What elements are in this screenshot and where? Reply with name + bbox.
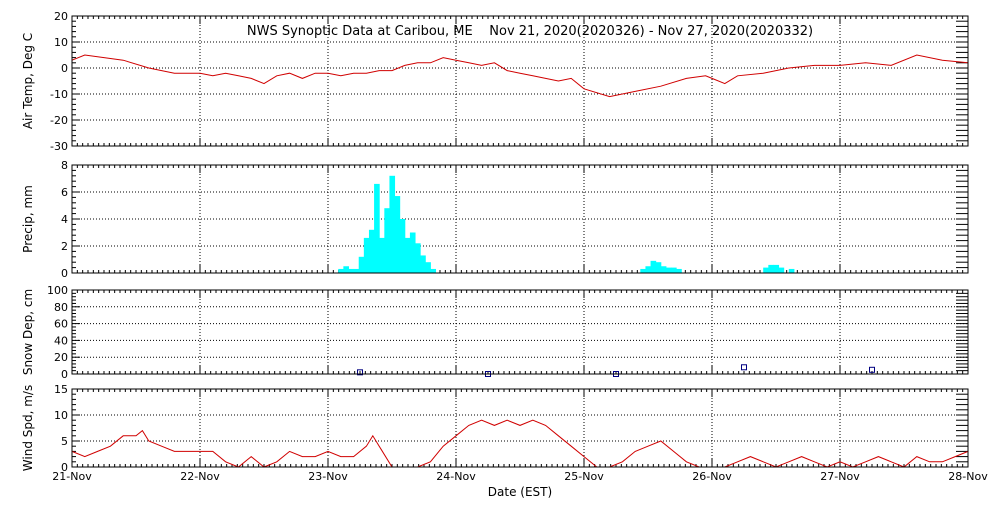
precip-bar — [420, 255, 426, 273]
y-tick-label: 80 — [54, 301, 68, 314]
precip-bar — [374, 183, 380, 273]
y-tick-label: 10 — [54, 409, 68, 422]
snow-depth-point — [869, 366, 875, 373]
x-tick-label: 22-Nov — [180, 470, 220, 483]
y-tick-label: 5 — [61, 435, 68, 448]
precip-bar — [353, 268, 360, 273]
y-tick-label: 20 — [54, 351, 68, 364]
y-axis-label: Air Temp, Deg C — [21, 33, 35, 129]
series-line-wind — [71, 419, 969, 468]
panel-precip: 0 2 4 6 8 Precip, mm — [21, 159, 969, 280]
precip-bar — [655, 262, 662, 273]
panel-frame — [71, 15, 969, 147]
y-tick-label: 0 — [61, 62, 68, 75]
precip-bar — [650, 260, 657, 273]
precip-bar — [763, 267, 769, 273]
y-axis-label: Wind Spd, m/s — [21, 385, 35, 471]
x-tick-labels: 21-Nov 22-Nov 23-Nov 24-Nov 25-Nov 26-Nov 27-N… — [52, 470, 988, 483]
x-tick-label: 26-Nov — [692, 470, 732, 483]
y-tick-label: 6 — [61, 186, 68, 199]
x-tick-label: 21-Nov — [52, 470, 92, 483]
precip-bar — [389, 175, 396, 273]
precip-bar — [425, 262, 431, 273]
y-tick-label: 10 — [54, 36, 68, 49]
precip-bar — [384, 208, 390, 273]
precip-bar — [404, 237, 411, 273]
x-tick-label: 28-Nov — [948, 470, 988, 483]
x-tick-label: 27-Nov — [820, 470, 860, 483]
y-tick-label: 0 — [61, 368, 68, 381]
y-tick-label: -20 — [50, 114, 68, 127]
snow-depth-point — [741, 364, 747, 371]
y-tick-label: 40 — [54, 334, 68, 347]
precip-bar — [788, 268, 795, 273]
precip-bar — [768, 264, 774, 273]
y-tick-label: -30 — [50, 140, 68, 153]
precip-bar — [665, 267, 672, 273]
x-tick-label: 24-Nov — [436, 470, 476, 483]
x-axis-label: Date (EST) — [488, 485, 552, 499]
series-line-temp — [71, 54, 969, 98]
precip-bar — [660, 266, 667, 273]
precip-bar — [430, 268, 437, 273]
y-tick-label: 0 — [61, 461, 68, 474]
precip-bar — [379, 237, 385, 273]
precip-bar — [640, 268, 646, 273]
y-tick-label: 60 — [54, 318, 68, 331]
panel-wind: 0 5 10 15 Wind Spd, m/s — [21, 383, 969, 474]
y-tick-label: 20 — [54, 10, 68, 23]
y-tick-label: 15 — [54, 383, 68, 396]
panel-frame — [71, 164, 969, 274]
panels: -30 -20 -10 0 10 20 Air Temp, Deg C 0 2 4 6 8 Precip… — [21, 10, 969, 474]
precip-bar — [343, 266, 349, 273]
precip-bar — [676, 268, 682, 273]
panel-frame — [71, 289, 969, 375]
precip-bar — [778, 267, 785, 273]
precip-bar — [394, 196, 401, 273]
x-tick-label: 25-Nov — [564, 470, 604, 483]
y-axis-label: Precip, mm — [21, 185, 35, 253]
y-tick-label: -10 — [50, 88, 68, 101]
precip-bar — [409, 232, 416, 273]
precip-bar — [415, 243, 421, 273]
y-tick-label: 0 — [61, 267, 68, 280]
y-tick-label: 100 — [47, 284, 68, 297]
panel-temp: -30 -20 -10 0 10 20 Air Temp, Deg C — [21, 10, 969, 153]
y-tick-label: 8 — [61, 159, 68, 172]
precip-bar — [348, 268, 355, 273]
precip-bar — [399, 219, 406, 273]
panel-snow: 0 20 40 60 80 100 Snow Dep, cm — [21, 284, 969, 381]
precip-bar — [773, 264, 780, 273]
precip-bar — [645, 266, 652, 273]
precip-bar — [363, 237, 370, 273]
panel-frame — [71, 388, 969, 468]
chart-title: NWS Synoptic Data at Caribou, ME Nov 21,… — [247, 24, 813, 39]
precip-bar — [368, 229, 375, 273]
precip-bar — [338, 268, 344, 273]
y-axis-label: Snow Dep, cm — [21, 289, 35, 375]
precip-bar — [671, 267, 677, 273]
snow-depth-point — [357, 369, 363, 376]
x-tick-label: 23-Nov — [308, 470, 348, 483]
y-tick-label: 4 — [61, 213, 68, 226]
y-tick-label: 2 — [61, 240, 68, 253]
precip-bar — [358, 256, 365, 273]
